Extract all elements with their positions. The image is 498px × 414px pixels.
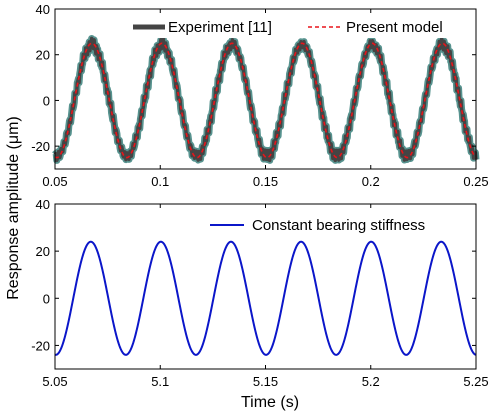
y-tick-label: 0 bbox=[43, 291, 50, 306]
x-tick-label: 5.15 bbox=[253, 374, 278, 389]
x-tick-label: 0.05 bbox=[42, 174, 67, 189]
x-tick-label: 0.2 bbox=[362, 174, 380, 189]
series-line-experiment bbox=[53, 36, 478, 163]
tick-marks: 5.05 5.1 5.15 5.2 5.25 -20 0 20 40 bbox=[31, 197, 488, 389]
x-tick-label: 5.1 bbox=[151, 374, 169, 389]
y-tick-label: 0 bbox=[43, 93, 50, 108]
y-tick-label: -20 bbox=[31, 139, 50, 154]
chart-panel-bottom: 5.05 5.1 5.15 5.2 5.25 -20 0 20 40 Constant bear… bbox=[31, 197, 488, 389]
y-tick-label: 20 bbox=[36, 244, 50, 259]
series-line-model bbox=[54, 42, 477, 159]
x-axis-label: Time (s) bbox=[241, 394, 299, 411]
x-tick-label: 0.25 bbox=[463, 174, 488, 189]
y-tick-label: 40 bbox=[36, 197, 50, 212]
y-axis-label: Response amplitude (μm) bbox=[5, 116, 22, 300]
series-line-constant bbox=[54, 240, 477, 356]
legend: Experiment [11] Present model bbox=[128, 14, 470, 38]
x-tick-label: 5.25 bbox=[463, 374, 488, 389]
legend-label-model: Present model bbox=[346, 19, 443, 36]
plot-area bbox=[54, 240, 477, 356]
legend-background bbox=[205, 212, 470, 236]
x-tick-label: 5.2 bbox=[362, 374, 380, 389]
y-tick-label: 20 bbox=[36, 48, 50, 63]
legend-label-constant: Constant bearing stiffness bbox=[252, 217, 425, 234]
tick-marks: 0.05 0.1 0.15 0.2 0.25 -20 0 20 40 bbox=[31, 2, 488, 189]
y-tick-label: -20 bbox=[31, 338, 50, 353]
chart-panel-top: 0.05 0.1 0.15 0.2 0.25 -20 0 20 40 Experiment [1… bbox=[31, 2, 488, 189]
x-tick-label: 5.05 bbox=[42, 374, 67, 389]
y-tick-label: 40 bbox=[36, 2, 50, 17]
legend-background bbox=[128, 14, 470, 38]
x-tick-label: 0.1 bbox=[151, 174, 169, 189]
legend-label-experiment: Experiment [11] bbox=[168, 19, 272, 36]
plot-area bbox=[52, 34, 480, 164]
x-tick-label: 0.15 bbox=[253, 174, 278, 189]
legend: Constant bearing stiffness bbox=[205, 212, 470, 236]
